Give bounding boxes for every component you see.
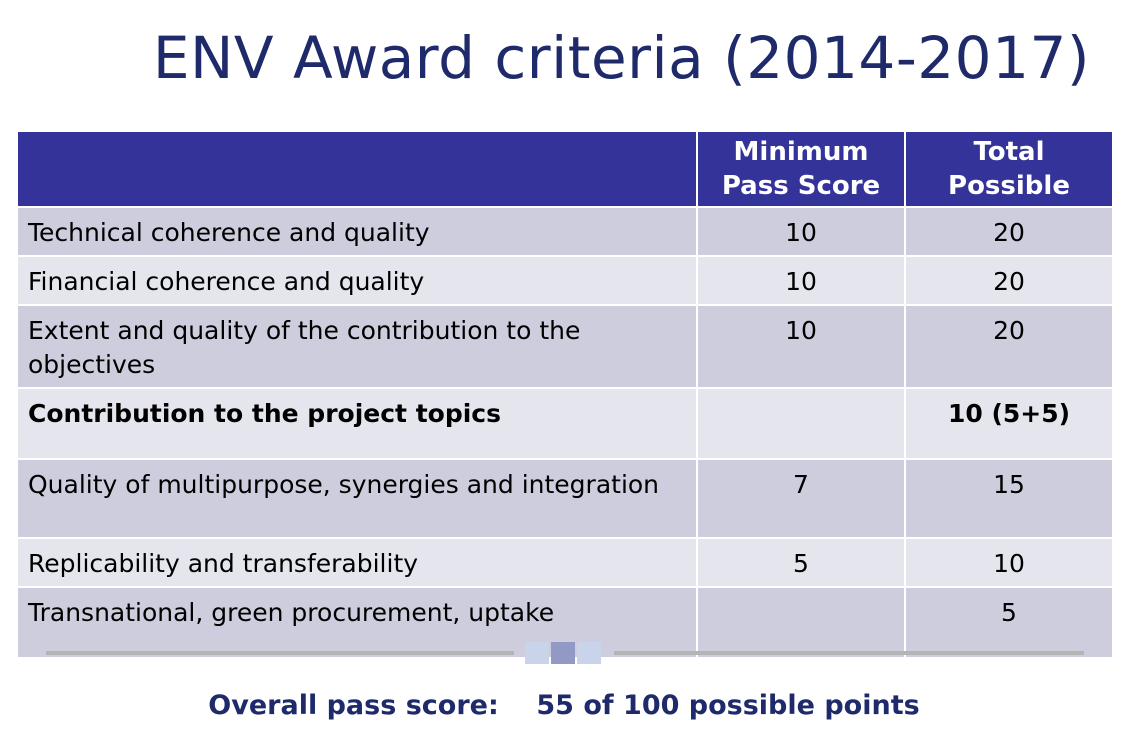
criterion-cell: Quality of multipurpose, synergies and i… xyxy=(16,458,698,539)
slide-title: ENV Award criteria (2014-2017) xyxy=(152,24,1090,92)
criterion-cell: Transnational, green procurement, uptake xyxy=(16,586,698,659)
minimum-score-cell xyxy=(696,586,906,659)
total-possible-cell: 10 (5+5) xyxy=(904,387,1114,460)
total-possible-cell: 20 xyxy=(904,255,1114,306)
header-minimum-pass-score: Minimum Pass Score xyxy=(696,130,906,208)
minimum-score-cell: 10 xyxy=(696,206,906,257)
total-possible-cell: 20 xyxy=(904,206,1114,257)
total-possible-cell: 10 xyxy=(904,537,1114,588)
criterion-cell: Financial coherence and quality xyxy=(16,255,698,306)
divider-square-3 xyxy=(577,642,601,664)
overall-pass-score: Overall pass score: 55 of 100 possible p… xyxy=(0,690,1128,721)
table-row: Replicability and transferability 5 10 xyxy=(16,537,1114,588)
table-header-row: Minimum Pass Score Total Possible xyxy=(16,130,1114,208)
total-possible-cell: 20 xyxy=(904,304,1114,389)
minimum-score-cell: 10 xyxy=(696,304,906,389)
criterion-cell: Technical coherence and quality xyxy=(16,206,698,257)
divider-square-2 xyxy=(551,642,575,664)
overall-pass-score-value: 55 of 100 possible points xyxy=(536,690,920,721)
divider-square-1 xyxy=(525,642,549,664)
table-row: Transnational, green procurement, uptake… xyxy=(16,586,1114,659)
total-possible-cell: 15 xyxy=(904,458,1114,539)
criterion-cell: Extent and quality of the contribution t… xyxy=(16,304,698,389)
divider-line-right xyxy=(614,651,1084,655)
table-row: Technical coherence and quality 10 20 xyxy=(16,206,1114,257)
overall-pass-score-label: Overall pass score: xyxy=(208,690,499,721)
criterion-cell: Replicability and transferability xyxy=(16,537,698,588)
table-row: Quality of multipurpose, synergies and i… xyxy=(16,458,1114,539)
table-row: Extent and quality of the contribution t… xyxy=(16,304,1114,389)
header-criterion xyxy=(16,130,698,208)
total-possible-cell: 5 xyxy=(904,586,1114,659)
slide-divider xyxy=(46,642,1084,666)
minimum-score-cell xyxy=(696,387,906,460)
header-total-possible-text: Total Possible xyxy=(948,137,1070,201)
minimum-score-cell: 5 xyxy=(696,537,906,588)
header-total-possible: Total Possible xyxy=(904,130,1114,208)
header-minimum-pass-score-text: Minimum Pass Score xyxy=(721,137,881,201)
table-row: Financial coherence and quality 10 20 xyxy=(16,255,1114,306)
minimum-score-cell: 7 xyxy=(696,458,906,539)
award-criteria-table: Minimum Pass Score Total Possible Techni… xyxy=(16,130,1114,659)
minimum-score-cell: 10 xyxy=(696,255,906,306)
divider-line-left xyxy=(46,651,514,655)
criterion-cell: Contribution to the project topics xyxy=(16,387,698,460)
table-row: Contribution to the project topics 10 (5… xyxy=(16,387,1114,460)
